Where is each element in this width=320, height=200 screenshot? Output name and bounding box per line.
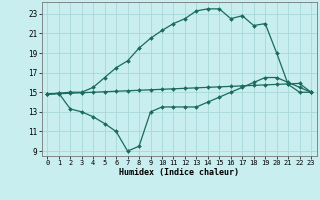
X-axis label: Humidex (Indice chaleur): Humidex (Indice chaleur) [119, 168, 239, 177]
